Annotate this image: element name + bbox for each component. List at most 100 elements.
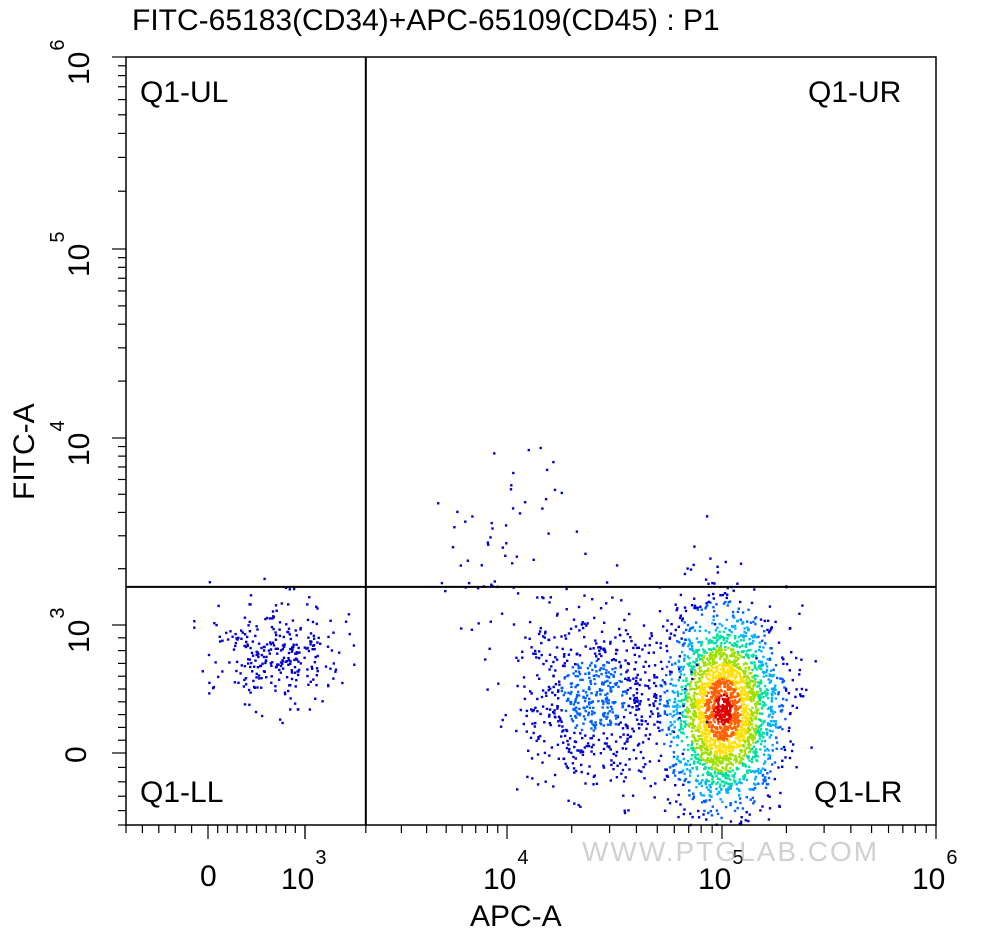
- event-dot: [730, 716, 733, 719]
- event-dot: [733, 707, 736, 710]
- event-dot: [730, 753, 733, 756]
- event-dot: [563, 676, 567, 679]
- event-dot: [599, 752, 603, 755]
- event-dot: [714, 761, 717, 764]
- event-dot: [597, 657, 600, 661]
- event-dot: [638, 683, 641, 687]
- event-dot: [698, 688, 702, 691]
- event-dot: [558, 680, 561, 683]
- event-dot: [739, 685, 743, 689]
- event-dot: [529, 690, 532, 693]
- event-dot: [718, 769, 722, 772]
- event-dot: [724, 648, 727, 652]
- event-dot: [523, 697, 527, 701]
- event-dot: [752, 782, 756, 785]
- event-dot: [707, 691, 710, 695]
- event-dot: [765, 665, 769, 668]
- event-dot: [720, 780, 724, 783]
- event-dot: [564, 634, 567, 637]
- event-dot: [716, 681, 719, 684]
- event-dot: [739, 756, 743, 760]
- event-dot: [733, 668, 737, 672]
- event-dot: [758, 730, 761, 734]
- event-dot: [709, 648, 713, 651]
- event-dot: [616, 648, 619, 652]
- event-dot: [565, 608, 568, 611]
- event-dot: [597, 675, 600, 678]
- event-dot: [561, 664, 565, 667]
- event-dot: [516, 788, 519, 791]
- event-dot: [685, 689, 688, 692]
- event-dot: [705, 690, 708, 693]
- event-dot: [581, 753, 585, 756]
- event-dot: [541, 705, 545, 708]
- event-dot: [291, 648, 294, 651]
- event-dot: [741, 807, 745, 810]
- event-dot: [729, 668, 732, 671]
- event-dot: [705, 748, 708, 751]
- event-dot: [599, 667, 602, 670]
- event-dot: [737, 657, 740, 660]
- event-dot: [711, 766, 714, 770]
- event-dot: [688, 763, 691, 766]
- event-dot: [721, 671, 725, 674]
- event-dot: [574, 625, 578, 628]
- event-dot: [724, 660, 727, 663]
- event-dot: [799, 693, 802, 696]
- event-dot: [292, 645, 295, 649]
- event-dot: [704, 605, 708, 609]
- event-dot: [760, 660, 763, 664]
- event-dot: [585, 744, 588, 748]
- event-dot: [732, 589, 735, 592]
- event-dot: [623, 690, 626, 693]
- event-dot: [721, 664, 724, 667]
- event-dot: [615, 776, 619, 779]
- event-dot: [741, 644, 744, 647]
- event-dot: [741, 680, 744, 683]
- event-dot: [701, 701, 705, 705]
- event-dot: [747, 755, 750, 758]
- event-dot: [668, 766, 672, 769]
- event-dot: [627, 809, 630, 812]
- event-dot: [695, 686, 699, 689]
- event-dot: [618, 627, 621, 631]
- event-dot: [765, 783, 769, 786]
- event-dot: [728, 686, 732, 689]
- event-dot: [715, 753, 718, 756]
- event-dot: [705, 651, 708, 654]
- event-dot: [745, 631, 748, 635]
- event-dot: [710, 725, 713, 729]
- event-dot: [710, 737, 713, 740]
- event-dot: [726, 684, 729, 687]
- event-dot: [334, 668, 338, 671]
- event-dot: [253, 665, 256, 668]
- event-dot: [715, 750, 719, 753]
- event-dot: [753, 675, 756, 678]
- event-dot: [759, 809, 762, 812]
- event-dot: [790, 651, 793, 654]
- event-dot: [752, 691, 756, 694]
- event-dot: [255, 672, 258, 676]
- event-dot: [765, 688, 768, 691]
- event-dot: [548, 668, 551, 671]
- event-dot: [632, 730, 635, 733]
- event-dot: [700, 784, 704, 788]
- event-dot: [716, 781, 720, 784]
- event-dot: [623, 742, 626, 745]
- event-dot: [749, 709, 752, 712]
- event-dot: [669, 712, 672, 716]
- event-dot: [735, 643, 739, 647]
- event-dot: [687, 692, 690, 696]
- event-dot: [538, 677, 541, 680]
- event-dot: [686, 709, 689, 712]
- event-dot: [778, 705, 781, 708]
- event-dot: [658, 721, 662, 724]
- event-dot: [747, 696, 750, 699]
- event-dot: [694, 702, 698, 706]
- event-dot: [729, 761, 732, 764]
- event-dot: [669, 724, 672, 728]
- event-dot: [694, 704, 697, 707]
- event-dot: [735, 717, 738, 721]
- event-dot: [715, 731, 719, 734]
- event-dot: [550, 703, 554, 706]
